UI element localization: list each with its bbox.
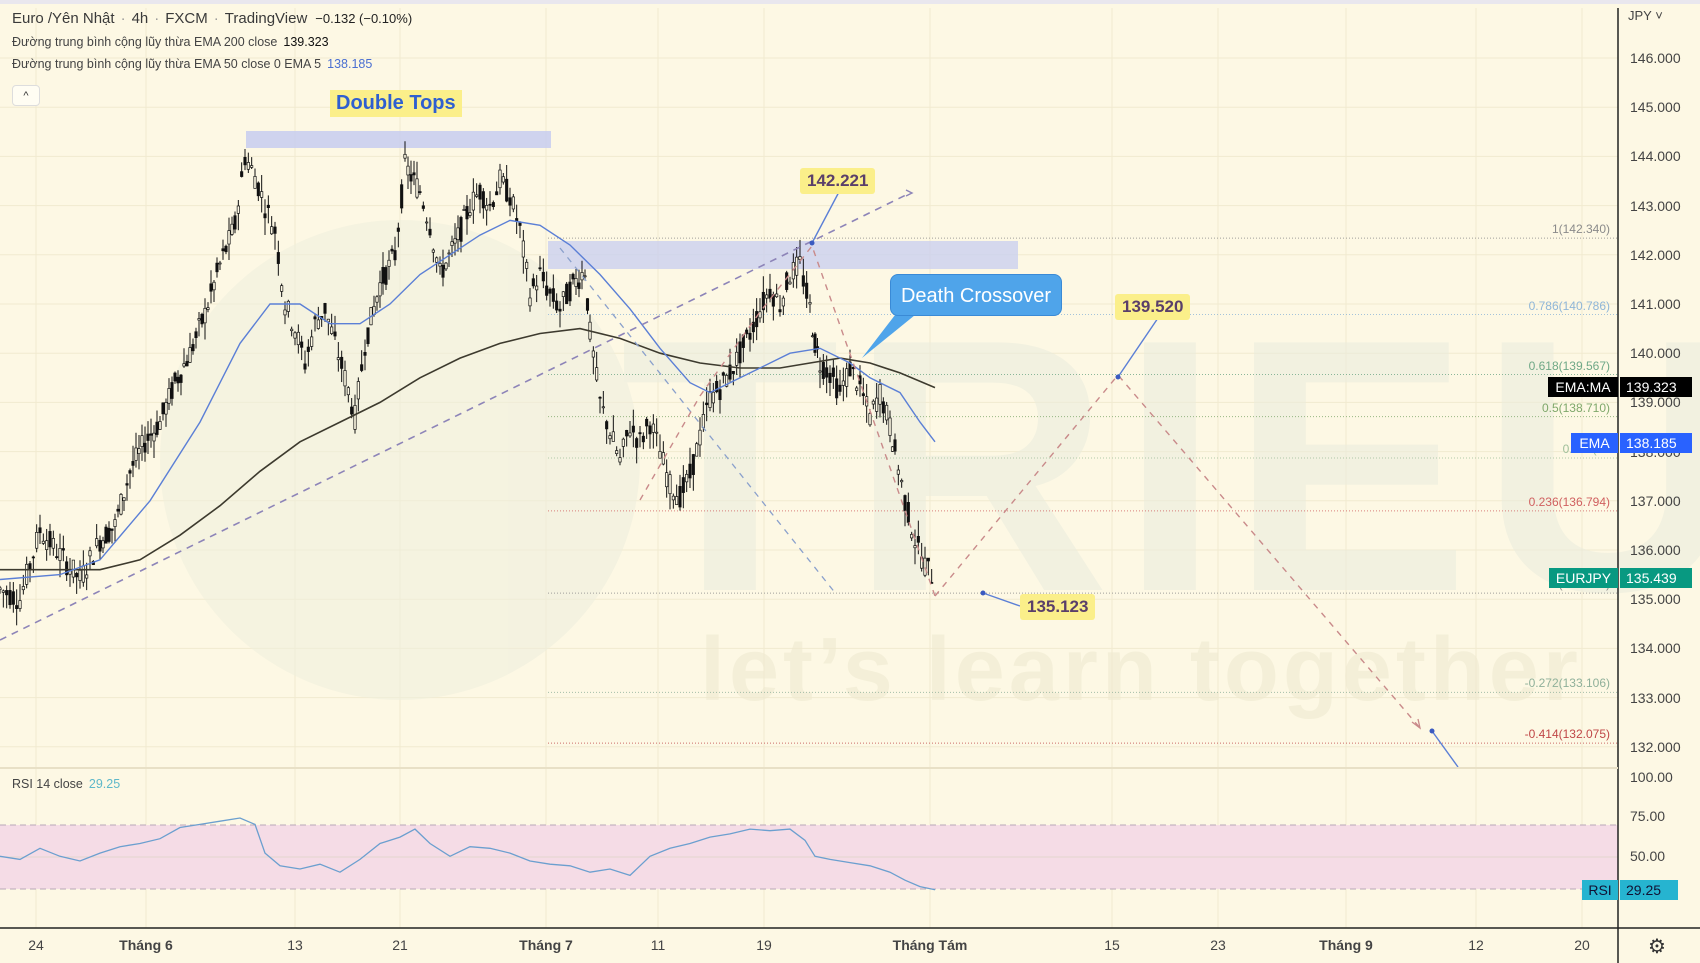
price-tick: 137.000 (1630, 492, 1681, 509)
price-tick: 133.000 (1630, 689, 1681, 706)
fib-level-label: 0.236(136.794) (1528, 494, 1610, 509)
chart-legend: Euro /Yên Nhật · 4h · FXCM · TradingView −0… (12, 10, 412, 71)
watermark-logo-circle (160, 220, 640, 700)
ema50-label: Đường trung bình cộng lũy thừa EMA 50 cl… (12, 57, 322, 71)
price-tick: 141.000 (1630, 296, 1681, 312)
time-tick: 11 (650, 937, 666, 953)
time-tick: 21 (392, 937, 408, 953)
projection-arrow-icon (1411, 718, 1422, 730)
ema-ma-tag-value: 139.323 (1620, 377, 1692, 397)
price-tick: 135.000 (1630, 591, 1681, 608)
low-price-label[interactable]: 135.123 (1020, 594, 1096, 620)
time-tick: 23 (1210, 937, 1226, 953)
ema200-line (0, 327, 936, 571)
price-tick: 144.000 (1630, 148, 1681, 165)
peak-price-label[interactable]: 142.221 (800, 168, 876, 194)
death-crossover-pointer (862, 315, 915, 358)
symbol-name[interactable]: Euro /Yên Nhật (12, 10, 115, 27)
extension-pointer (1431, 730, 1459, 768)
trendline-down-1 (559, 247, 837, 595)
time-tick: 12 (1468, 937, 1484, 953)
fib-level-label: 1(142.340) (1551, 222, 1610, 237)
fib-level-label: 0.5(138.710) (1541, 400, 1610, 415)
fibonacci-levels (548, 237, 1618, 744)
ema200-legend[interactable]: Đường trung bình cộng lũy thừa EMA 200 c… (12, 35, 412, 49)
time-tick: Tháng 7 (519, 937, 573, 953)
ema50-value: 138.185 (327, 57, 373, 71)
currency-selector[interactable]: JPY ˅ (1628, 8, 1663, 23)
target-pointer (1117, 317, 1159, 378)
ema50-legend[interactable]: Đường trung bình cộng lũy thừa EMA 50 cl… (12, 57, 412, 71)
price-tick: 136.000 (1630, 542, 1681, 558)
price-tick: 140.000 (1630, 345, 1681, 362)
time-tick: Tháng 6 (119, 937, 173, 953)
fib-level-label: 0.618(139.567) (1528, 358, 1610, 373)
ema50-line (0, 219, 936, 581)
arrow-head-icon (905, 189, 914, 197)
double-tops-label[interactable]: Double Tops (330, 90, 462, 117)
rsi-line (0, 817, 936, 891)
rsi-tag-label: RSI (1582, 880, 1618, 900)
price-tick: 145.000 (1630, 99, 1681, 116)
watermark-slogan: let’s learn together (700, 620, 1582, 720)
exchange: FXCM (165, 10, 208, 27)
rsi-tag-value: 29.25 (1620, 880, 1678, 900)
eurjpy-tag-label: EURJPY (1549, 568, 1618, 588)
ema-tag-label: EMA (1571, 433, 1618, 453)
watermark-text: TRIEU (620, 265, 1700, 667)
rsi-label: RSI 14 close (12, 777, 83, 791)
time-tick: 20 (1574, 937, 1590, 953)
fib-level-label: 0.786(140.786) (1528, 298, 1610, 313)
rsi-value: 29.25 (88, 777, 121, 791)
price-tick: 134.000 (1630, 640, 1681, 657)
ema200-label: Đường trung bình cộng lũy thừa EMA 200 c… (12, 35, 278, 49)
double-top-zone (246, 131, 551, 148)
time-tick: Tháng 9 (1319, 937, 1373, 953)
symbol-row: Euro /Yên Nhật · 4h · FXCM · TradingView −0… (12, 10, 413, 27)
ema-ma-tag-label: EMA:MA (1548, 377, 1618, 397)
time-tick: 24 (28, 937, 44, 953)
time-tick: 13 (287, 937, 303, 953)
platform: TradingView (224, 10, 308, 27)
rsi-tick: 100.00 (1630, 768, 1673, 785)
ema-tag-value: 138.185 (1620, 433, 1692, 453)
time-tick: Tháng Tám (892, 937, 968, 953)
low-pointer (982, 592, 1021, 607)
interval[interactable]: 4h (131, 10, 149, 27)
price-tick: 143.000 (1630, 197, 1681, 214)
fib-level-label: -0.414(132.075) (1524, 727, 1610, 742)
chevron-up-icon: ^ (23, 89, 29, 102)
time-tick: 19 (756, 937, 772, 953)
price-tick: 132.000 (1630, 738, 1681, 755)
fib-level-label: -0.272(133.106) (1524, 676, 1610, 691)
wave-path (639, 244, 936, 597)
death-crossover-callout[interactable]: Death Crossover (890, 274, 1062, 316)
price-tick: 142.000 (1630, 246, 1681, 263)
settings-gear-icon[interactable]: ⚙ (1648, 936, 1666, 958)
target-price-label[interactable]: 139.520 (1115, 294, 1191, 320)
time-tick: 15 (1104, 937, 1120, 953)
watermark: TRIEU let’s learn together (160, 220, 1700, 720)
price-change: −0.132 (−0.10%) (315, 11, 413, 26)
price-tick: 139.000 (1630, 394, 1681, 411)
rsi-tick: 75.00 (1630, 808, 1666, 825)
eurjpy-tag-value: 135.439 (1620, 568, 1692, 588)
collapse-legend-button[interactable]: ^ (12, 85, 40, 106)
rsi-legend[interactable]: RSI 14 close 29.25 (12, 777, 120, 791)
ema200-value: 139.323 (283, 35, 329, 49)
peak-pointer (811, 189, 841, 244)
price-tick: 146.000 (1630, 50, 1681, 66)
rsi-tick: 50.00 (1630, 848, 1666, 865)
